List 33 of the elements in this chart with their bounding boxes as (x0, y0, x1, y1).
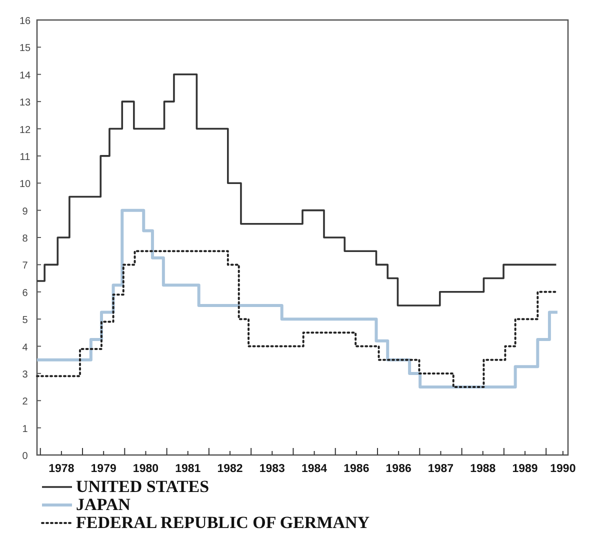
y-tick-label: 8 (22, 234, 28, 244)
legend-label: FEDERAL REPUBLIC OF GERMANY (76, 513, 370, 532)
x-tick-label: 1987 (428, 463, 454, 475)
x-tick-label: 1990 (550, 463, 576, 475)
x-tick-label: 1978 (48, 463, 75, 475)
y-tick-label: 4 (22, 342, 28, 354)
x-tick-label: 1986 (386, 463, 412, 475)
x-tick-label: 1988 (470, 463, 496, 475)
y-tick-label: 9 (22, 206, 28, 218)
y-tick-label: 12 (19, 124, 31, 136)
y-tick-label: 16 (19, 16, 31, 27)
x-tick-label: 1989 (512, 463, 538, 475)
x-tick-label: 1984 (302, 463, 328, 475)
y-tick-label: 11 (20, 152, 31, 163)
y-tick-label: 7 (22, 260, 28, 272)
x-tick-label: 1980 (132, 463, 159, 475)
y-tick-label: 6 (22, 288, 28, 299)
y-tick-label: 15 (19, 43, 31, 54)
y-tick-label: 1 (22, 424, 28, 435)
y-tick-label: 13 (19, 98, 31, 109)
x-tick-label: 1986 (344, 463, 370, 475)
x-tick-label: 1982 (217, 463, 243, 475)
y-tick-label: 3 (22, 369, 28, 380)
y-tick-label: 10 (19, 179, 31, 190)
y-tick-label: 2 (22, 396, 28, 408)
legend-label: UNITED STATES (76, 477, 210, 496)
x-tick-label: 1979 (90, 463, 116, 475)
y-tick-label: 0 (22, 451, 28, 462)
legend-label: JAPAN (76, 495, 132, 514)
x-tick-label: 1983 (259, 463, 285, 475)
y-tick-label: 5 (22, 315, 28, 326)
y-tick-label: 14 (19, 70, 31, 82)
x-tick-label: 1981 (175, 463, 202, 475)
